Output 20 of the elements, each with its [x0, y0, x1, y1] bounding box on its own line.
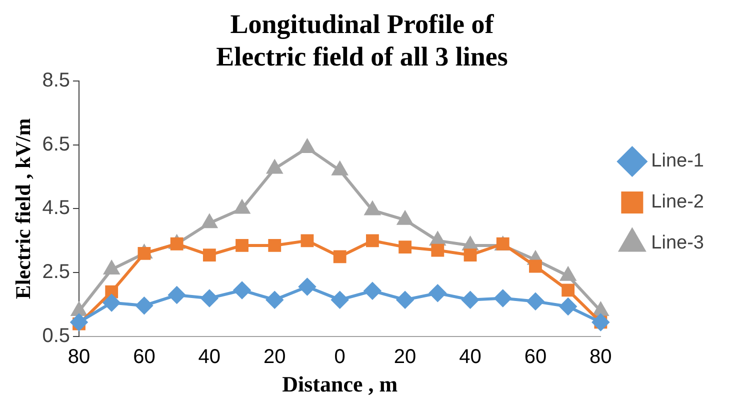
x-tick-label: 40: [198, 346, 221, 368]
x-tick-label: 80: [68, 346, 90, 368]
y-tick-label: 4.5: [42, 197, 70, 220]
legend-label: Line-3: [651, 232, 704, 254]
x-tick-label: 60: [524, 346, 547, 368]
y-tick-label: 6.5: [42, 133, 70, 156]
y-tick-label: 8.5: [42, 69, 70, 92]
x-tick-label: 40: [459, 346, 482, 368]
y-axis-title: Electric field , kV/m: [11, 118, 36, 300]
x-tick-label: 80: [590, 346, 612, 368]
y-tick-label: 2.5: [42, 261, 70, 284]
chart-title: Longitudinal Profile of Electric field of all 3 lines: [216, 9, 508, 72]
x-axis-title: Distance , m: [282, 371, 398, 396]
x-tick-label: 20: [394, 346, 416, 368]
legend-label: Line-2: [651, 192, 704, 213]
x-tick-label: 0: [334, 346, 346, 368]
x-tick-label: 60: [133, 346, 156, 368]
legend-label: Line-1: [651, 150, 704, 172]
x-tick-label: 20: [264, 346, 286, 368]
y-tick-label: 0.5: [42, 325, 70, 348]
